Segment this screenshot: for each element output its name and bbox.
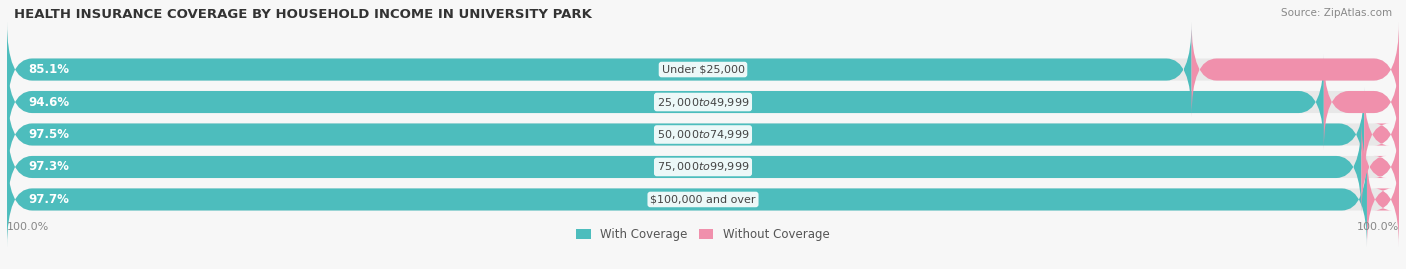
FancyBboxPatch shape xyxy=(7,87,1364,182)
FancyBboxPatch shape xyxy=(1364,87,1399,182)
FancyBboxPatch shape xyxy=(7,119,1399,214)
FancyBboxPatch shape xyxy=(7,152,1367,247)
Text: Under $25,000: Under $25,000 xyxy=(661,65,745,75)
FancyBboxPatch shape xyxy=(1191,22,1399,117)
FancyBboxPatch shape xyxy=(7,22,1399,117)
FancyBboxPatch shape xyxy=(7,22,1191,117)
FancyBboxPatch shape xyxy=(7,55,1399,150)
Text: $75,000 to $99,999: $75,000 to $99,999 xyxy=(657,161,749,174)
Text: $100,000 and over: $100,000 and over xyxy=(650,194,756,204)
Text: 100.0%: 100.0% xyxy=(7,222,49,232)
FancyBboxPatch shape xyxy=(1367,152,1399,247)
FancyBboxPatch shape xyxy=(7,152,1399,247)
Legend: With Coverage, Without Coverage: With Coverage, Without Coverage xyxy=(572,223,834,246)
Text: 85.1%: 85.1% xyxy=(28,63,69,76)
Text: 94.6%: 94.6% xyxy=(28,95,69,108)
FancyBboxPatch shape xyxy=(1361,119,1399,214)
Text: Source: ZipAtlas.com: Source: ZipAtlas.com xyxy=(1281,8,1392,18)
Text: 97.7%: 97.7% xyxy=(28,193,69,206)
FancyBboxPatch shape xyxy=(7,119,1361,214)
FancyBboxPatch shape xyxy=(7,55,1324,150)
FancyBboxPatch shape xyxy=(1324,55,1399,150)
Text: 100.0%: 100.0% xyxy=(1357,222,1399,232)
Text: 97.3%: 97.3% xyxy=(28,161,69,174)
Text: $50,000 to $74,999: $50,000 to $74,999 xyxy=(657,128,749,141)
FancyBboxPatch shape xyxy=(7,87,1399,182)
Text: 97.5%: 97.5% xyxy=(28,128,69,141)
Text: HEALTH INSURANCE COVERAGE BY HOUSEHOLD INCOME IN UNIVERSITY PARK: HEALTH INSURANCE COVERAGE BY HOUSEHOLD I… xyxy=(14,8,592,21)
Text: $25,000 to $49,999: $25,000 to $49,999 xyxy=(657,95,749,108)
